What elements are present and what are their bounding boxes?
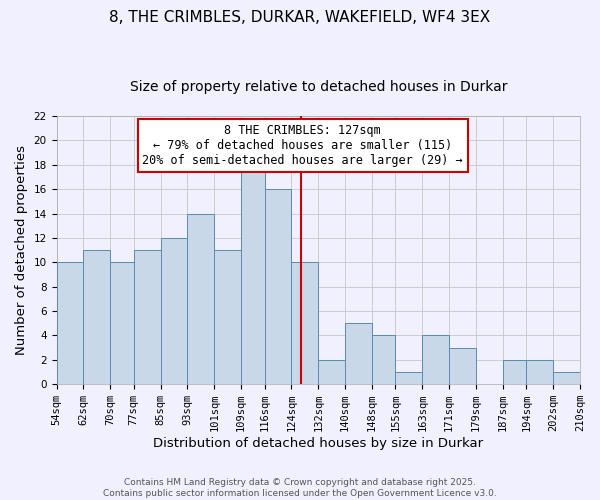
Text: Contains HM Land Registry data © Crown copyright and database right 2025.
Contai: Contains HM Land Registry data © Crown c… <box>103 478 497 498</box>
Bar <box>553 372 580 384</box>
Y-axis label: Number of detached properties: Number of detached properties <box>15 145 28 355</box>
Bar <box>449 348 476 384</box>
Text: 8 THE CRIMBLES: 127sqm
← 79% of detached houses are smaller (115)
20% of semi-de: 8 THE CRIMBLES: 127sqm ← 79% of detached… <box>142 124 463 167</box>
Bar <box>372 336 395 384</box>
Bar <box>422 336 449 384</box>
Bar <box>318 360 345 384</box>
Bar <box>161 238 187 384</box>
Bar <box>241 165 265 384</box>
Bar <box>526 360 553 384</box>
X-axis label: Distribution of detached houses by size in Durkar: Distribution of detached houses by size … <box>153 437 484 450</box>
Bar <box>395 372 422 384</box>
Bar <box>265 189 292 384</box>
Bar <box>503 360 526 384</box>
Bar <box>56 262 83 384</box>
Text: 8, THE CRIMBLES, DURKAR, WAKEFIELD, WF4 3EX: 8, THE CRIMBLES, DURKAR, WAKEFIELD, WF4 … <box>109 10 491 25</box>
Bar <box>345 324 372 384</box>
Title: Size of property relative to detached houses in Durkar: Size of property relative to detached ho… <box>130 80 507 94</box>
Bar <box>83 250 110 384</box>
Bar <box>187 214 214 384</box>
Bar <box>292 262 318 384</box>
Bar <box>134 250 161 384</box>
Bar <box>214 250 241 384</box>
Bar <box>110 262 134 384</box>
